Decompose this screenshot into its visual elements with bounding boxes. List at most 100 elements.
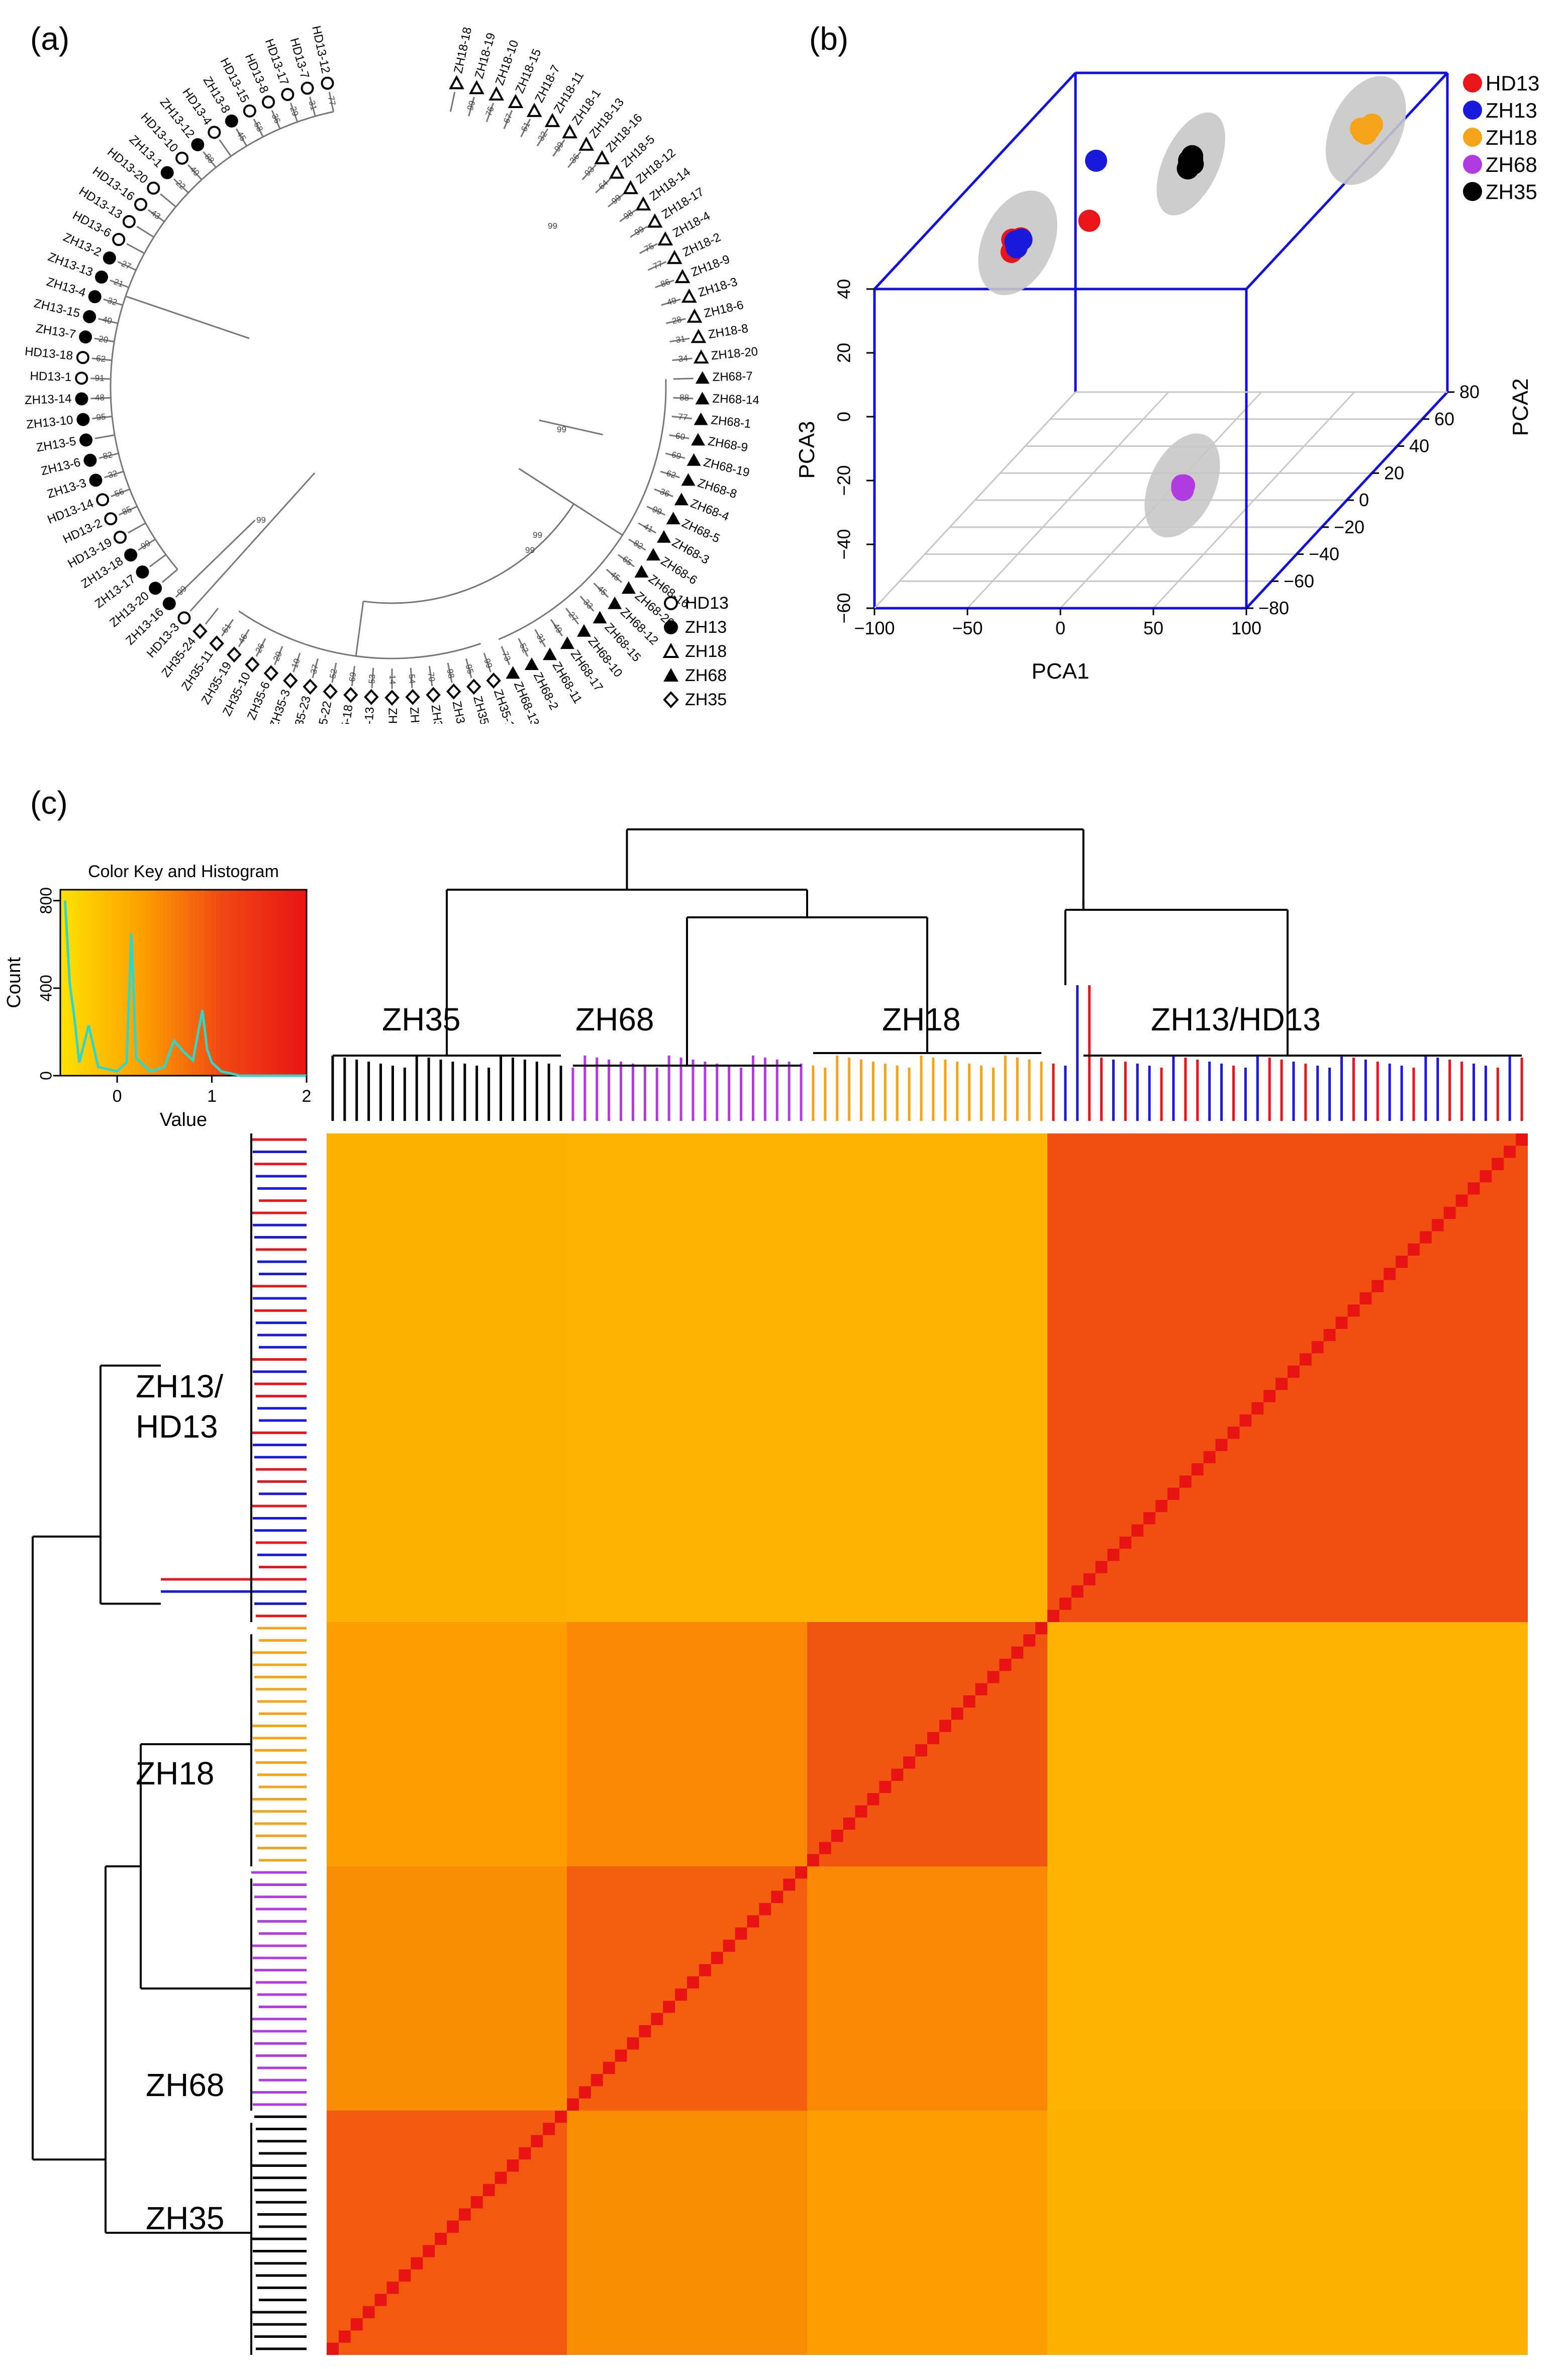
heatmap-diagonal-cell [843, 1817, 855, 1830]
leaf-marker-open-diamond [209, 635, 224, 652]
tree-leaf-branch [117, 261, 137, 271]
color-key-swatch [228, 890, 233, 1076]
heatmap-diagonal-cell [855, 1805, 867, 1818]
color-key-swatch [159, 890, 164, 1076]
support-value: 62 [95, 353, 106, 364]
tree-leaf-branch [638, 522, 656, 534]
support-value: 40 [102, 315, 113, 326]
heatmap-diagonal-cell [639, 2025, 651, 2038]
heatmap-diagonal-cell [987, 1671, 1000, 1683]
leaf-marker-open-triangle [693, 349, 709, 364]
color-key-swatch [64, 890, 69, 1076]
tree-leaf-branch [465, 658, 472, 679]
leaf-label: ZH35-18 [336, 704, 355, 724]
leaf-marker-open-triangle [647, 213, 663, 228]
heatmap-block [567, 1133, 807, 1622]
heatmap-diagonal-cell [783, 1878, 796, 1891]
leaf-marker-open-triangle [687, 308, 703, 323]
tree-leaf-branch [628, 538, 646, 551]
leaf-marker-filled-triangle [621, 581, 636, 594]
leaf-marker-open-circle [281, 87, 295, 101]
heatmap-block [327, 1866, 567, 2111]
heatmap-diagonal-cell [578, 2086, 591, 2099]
tree-leaf-branch [669, 434, 690, 439]
color-key-swatch [183, 890, 188, 1076]
tree-leaf-branch [672, 357, 693, 361]
heatmap-diagonal-cell [1419, 1231, 1432, 1244]
leaf-label: ZH35-21 [386, 708, 400, 724]
heatmap-diagonal-cell [1155, 1500, 1167, 1512]
tree-branch-zh13-16 [189, 519, 256, 584]
heatmap-diagonal-cell [699, 1964, 711, 1976]
support-value: 54 [407, 674, 417, 684]
x-tick-label: 100 [1231, 618, 1261, 638]
leaf-marker-filled-circle [75, 392, 88, 406]
tree-leaf-branch [669, 337, 690, 343]
y-tick-label: 20 [1384, 462, 1404, 483]
support-value: 62 [665, 468, 677, 481]
leaf-marker-open-circle [262, 96, 275, 109]
leaf-label: ZH13-7 [35, 322, 76, 342]
heatmap-diagonal-cell [482, 2184, 495, 2197]
color-key-swatch [187, 890, 192, 1076]
leaf-marker-filled-triangle [694, 412, 708, 425]
tree-leaf-branch [92, 416, 113, 420]
tree-leaf-branch [98, 318, 118, 324]
support-value: 20 [271, 650, 284, 662]
leaf-marker-filled-triangle [634, 564, 649, 578]
pca-point-zh68 [1173, 474, 1196, 497]
tree-leaf-branch [160, 193, 176, 208]
leaf-marker-open-triangle [488, 86, 505, 101]
tree-leaf-branch [331, 662, 337, 683]
heatmap-diagonal-cell [1023, 1634, 1036, 1647]
heatmap-diagonal-cell [543, 2123, 555, 2135]
tree-leaf-branch [128, 522, 146, 534]
leaf-label: ZH18-6 [703, 298, 745, 320]
tree-leaf-branch [187, 164, 203, 180]
x-tick-label: −100 [854, 618, 895, 638]
color-key-swatch [85, 890, 90, 1076]
leaf-marker-open-triangle [666, 250, 682, 264]
leaf-marker-filled-circle [225, 114, 238, 128]
tree-leaf-branch [595, 178, 611, 194]
pca-point-zh35 [1181, 145, 1204, 167]
color-key-swatch [290, 890, 295, 1076]
heatmap-diagonal-cell [963, 1695, 975, 1708]
support-value: 36 [658, 487, 671, 499]
y-tick-label: 0 [1359, 490, 1369, 510]
heatmap-diagonal-cell [951, 1708, 963, 1720]
leaf-label: ZH68-1 [710, 413, 751, 431]
color-key-swatch [233, 890, 238, 1076]
leaf-label: ZH35-25 [470, 695, 496, 724]
leaf-marker-filled-triangle [691, 433, 705, 446]
leaf-label: ZH13-6 [40, 455, 82, 478]
y-axis-label: PCA2 [1508, 378, 1533, 436]
legend-label: ZH18 [685, 642, 727, 661]
heatmap-block [1047, 1866, 1528, 2111]
color-key-x-tick-label: 1 [207, 1087, 217, 1106]
heatmap-diagonal-cell [903, 1756, 916, 1769]
legend-label: HD13 [685, 594, 729, 613]
color-key-swatch [200, 890, 205, 1076]
tree-leaf-branch [274, 646, 283, 666]
y-tick-label: 80 [1459, 382, 1480, 402]
heatmap-diagonal-cell [807, 1854, 819, 1866]
leaf-marker-open-diamond [486, 673, 501, 689]
tree-leaf-branch [126, 243, 145, 254]
tree-leaf-branch [606, 568, 623, 583]
heatmap-diagonal-cell [723, 1939, 735, 1952]
heatmap-diagonal-cell [1347, 1304, 1360, 1317]
leaf-marker-open-triangle [544, 113, 560, 127]
leaf-marker-open-triangle [526, 103, 542, 117]
leaf-marker-filled-triangle [687, 453, 701, 466]
heatmap-diagonal-cell [867, 1793, 879, 1806]
tree-leaf-branch [534, 629, 546, 647]
heatmap-diagonal-cell [495, 2171, 507, 2184]
support-value: 88 [679, 393, 690, 403]
leaf-marker-filled-circle [79, 433, 93, 447]
heatmap-block [567, 2111, 807, 2355]
leaf-marker-filled-circle [162, 597, 176, 610]
top-cluster-label: ZH18 [882, 1001, 961, 1037]
heatmap-block [807, 1133, 1047, 1622]
leaf-marker-open-triangle [609, 164, 625, 179]
